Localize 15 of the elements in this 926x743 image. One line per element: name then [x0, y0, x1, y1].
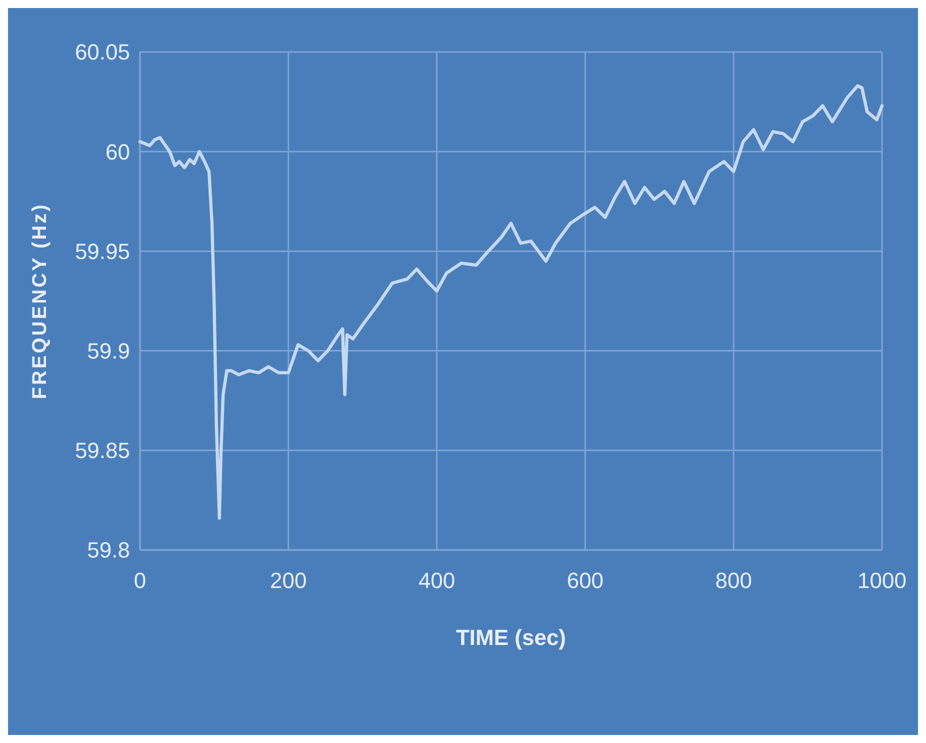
x-tick-label: 200 [270, 568, 307, 593]
y-tick-label: 59.9 [87, 338, 130, 364]
x-tick-label: 400 [418, 568, 456, 593]
y-tick-label: 59.8 [87, 538, 130, 563]
y-axis-title: FREQUENCY (Hz) [29, 202, 51, 400]
y-tick-label: 59.85 [74, 438, 130, 464]
x-axis-title: TIME (sec) [456, 625, 566, 650]
x-tick-label: 0 [134, 568, 146, 593]
y-tick-label: 60.05 [74, 40, 130, 65]
x-tick-label: 800 [715, 568, 752, 593]
y-tick-label: 59.95 [74, 238, 130, 264]
x-tick-label: 600 [566, 568, 604, 593]
y-tick-label: 60 [106, 139, 130, 164]
line-series [138, 84, 884, 520]
x-tick-label: 1000 [858, 568, 906, 593]
